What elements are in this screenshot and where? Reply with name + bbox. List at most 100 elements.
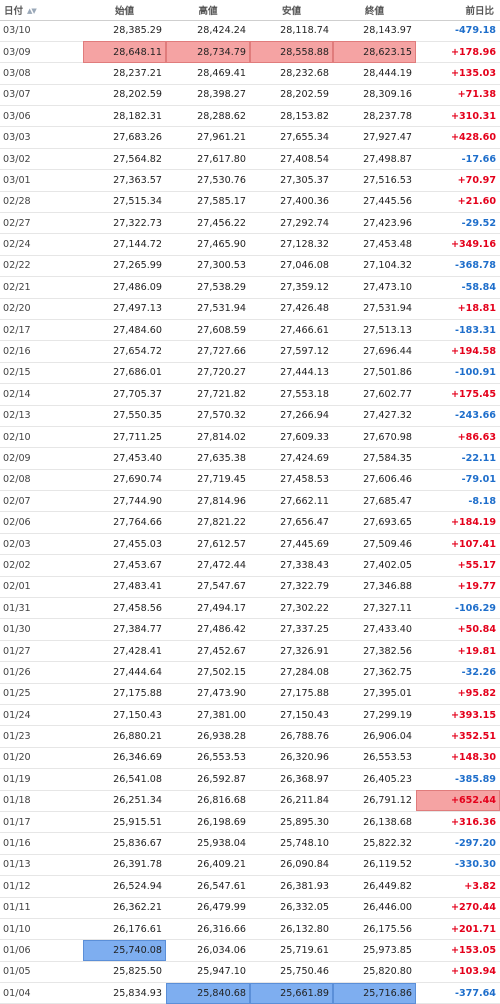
- change-cell: -58.84: [416, 276, 500, 299]
- open-cell: 26,251.34: [83, 790, 166, 812]
- open-cell: 27,483.41: [83, 576, 166, 599]
- open-cell: 27,458.56: [83, 597, 166, 620]
- change-cell: +153.05: [416, 939, 500, 962]
- close-cell: 27,685.47: [333, 490, 416, 513]
- table-row: 02/10 27,711.25 27,814.02 27,609.33 27,670.9…: [0, 426, 500, 449]
- high-cell: 27,821.22: [166, 511, 250, 534]
- high-column-header[interactable]: 高値: [166, 0, 250, 21]
- date-cell: 02/09: [0, 447, 83, 470]
- low-cell: 27,046.08: [250, 255, 333, 278]
- change-cell: +86.63: [416, 426, 500, 449]
- change-cell: -479.18: [416, 20, 500, 42]
- close-cell: 26,119.52: [333, 854, 416, 877]
- change-cell: +352.51: [416, 725, 500, 748]
- low-cell: 28,232.68: [250, 62, 333, 85]
- change-cell: +270.44: [416, 897, 500, 919]
- date-cell: 01/30: [0, 618, 83, 641]
- change-cell: +194.58: [416, 340, 500, 363]
- close-cell: 27,423.96: [333, 212, 416, 235]
- date-cell: 02/06: [0, 511, 83, 534]
- high-cell: 26,034.06: [166, 939, 250, 962]
- close-cell: 27,927.47: [333, 126, 416, 149]
- high-cell: 26,553.53: [166, 747, 250, 770]
- table-row: 03/01 27,363.57 27,530.76 27,305.37 27,516.5…: [0, 169, 500, 192]
- low-cell: 27,302.22: [250, 597, 333, 620]
- close-cell: 27,498.87: [333, 148, 416, 171]
- change-cell: -100.91: [416, 362, 500, 385]
- open-cell: 26,176.61: [83, 918, 166, 941]
- close-cell: 28,444.19: [333, 62, 416, 85]
- open-cell: 27,654.72: [83, 340, 166, 363]
- change-cell: +349.16: [416, 233, 500, 256]
- high-cell: 26,198.69: [166, 811, 250, 834]
- date-cell: 03/07: [0, 84, 83, 107]
- low-cell: 27,284.08: [250, 661, 333, 684]
- date-cell: 02/17: [0, 319, 83, 342]
- open-cell: 28,202.59: [83, 84, 166, 107]
- close-cell: 26,791.12: [333, 790, 416, 812]
- date-cell: 01/31: [0, 597, 83, 620]
- table-row: 03/07 28,202.59 28,398.27 28,202.59 28,309.1…: [0, 84, 500, 107]
- table-row: 01/12 26,524.94 26,547.61 26,381.93 26,449.8…: [0, 875, 500, 898]
- open-cell: 28,385.29: [83, 20, 166, 42]
- date-cell: 02/16: [0, 340, 83, 363]
- open-cell: 27,564.82: [83, 148, 166, 171]
- change-cell: -183.31: [416, 319, 500, 342]
- low-cell: 26,132.80: [250, 918, 333, 941]
- close-cell: 26,405.23: [333, 768, 416, 791]
- change-cell: +175.45: [416, 383, 500, 406]
- open-cell: 27,690.74: [83, 469, 166, 492]
- table-row: 02/13 27,550.35 27,570.32 27,266.94 27,427.3…: [0, 405, 500, 427]
- change-cell: -330.30: [416, 854, 500, 877]
- table-row: 01/19 26,541.08 26,592.87 26,368.97 26,405.2…: [0, 768, 500, 791]
- change-cell: -79.01: [416, 469, 500, 492]
- change-cell: +428.60: [416, 126, 500, 149]
- header-row: 日付 ▲▼ 始値 高値 安値 終値 前日比: [0, 0, 500, 21]
- low-cell: 27,322.79: [250, 576, 333, 599]
- open-cell: 27,150.43: [83, 704, 166, 727]
- close-cell: 27,516.53: [333, 169, 416, 192]
- high-cell: 28,469.41: [166, 62, 250, 85]
- low-cell: 27,266.94: [250, 405, 333, 427]
- date-cell: 01/04: [0, 982, 83, 1004]
- low-cell: 27,424.69: [250, 447, 333, 470]
- open-cell: 25,740.08: [83, 939, 166, 962]
- date-cell: 03/06: [0, 105, 83, 128]
- open-cell: 27,683.26: [83, 126, 166, 149]
- date-cell: 01/10: [0, 918, 83, 941]
- date-cell: 01/27: [0, 640, 83, 663]
- high-cell: 27,612.57: [166, 533, 250, 556]
- open-cell: 27,705.37: [83, 383, 166, 406]
- low-column-header[interactable]: 安値: [250, 0, 333, 21]
- date-cell: 01/06: [0, 939, 83, 962]
- close-cell: 27,473.10: [333, 276, 416, 299]
- low-cell: 27,326.91: [250, 640, 333, 663]
- high-cell: 25,947.10: [166, 961, 250, 984]
- close-column-header[interactable]: 終値: [333, 0, 416, 21]
- low-cell: 27,128.32: [250, 233, 333, 256]
- table-row: 01/17 25,915.51 26,198.69 25,895.30 26,138.6…: [0, 811, 500, 834]
- date-column-header[interactable]: 日付 ▲▼: [0, 0, 83, 21]
- low-cell: 27,609.33: [250, 426, 333, 449]
- change-cell: +71.38: [416, 84, 500, 107]
- high-cell: 27,721.82: [166, 383, 250, 406]
- low-cell: 25,719.61: [250, 939, 333, 962]
- close-cell: 27,382.56: [333, 640, 416, 663]
- table-row: 03/10 28,385.29 28,424.24 28,118.74 28,143.9…: [0, 20, 500, 42]
- high-cell: 27,538.29: [166, 276, 250, 299]
- low-cell: 28,118.74: [250, 20, 333, 42]
- high-cell: 25,938.04: [166, 832, 250, 855]
- low-cell: 27,445.69: [250, 533, 333, 556]
- change-cell: -32.26: [416, 661, 500, 684]
- close-cell: 27,606.46: [333, 469, 416, 492]
- open-cell: 27,744.90: [83, 490, 166, 513]
- change-cell: +50.84: [416, 618, 500, 641]
- open-column-header[interactable]: 始値: [83, 0, 166, 21]
- sort-arrows-icon[interactable]: ▲▼: [27, 7, 37, 16]
- close-cell: 27,327.11: [333, 597, 416, 620]
- date-cell: 02/01: [0, 576, 83, 599]
- change-column-header[interactable]: 前日比: [416, 0, 500, 21]
- close-cell: 25,973.85: [333, 939, 416, 962]
- open-cell: 25,915.51: [83, 811, 166, 834]
- change-cell: +178.96: [416, 41, 500, 64]
